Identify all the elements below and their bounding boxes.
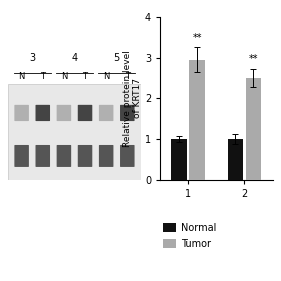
Text: N: N <box>19 72 25 81</box>
FancyBboxPatch shape <box>57 145 71 167</box>
Text: 3: 3 <box>29 53 35 63</box>
FancyBboxPatch shape <box>35 145 50 167</box>
FancyBboxPatch shape <box>120 145 135 167</box>
Bar <box>228 139 243 180</box>
FancyBboxPatch shape <box>99 105 114 121</box>
Text: T: T <box>83 72 87 81</box>
Text: N: N <box>61 72 67 81</box>
Bar <box>171 139 187 180</box>
Text: N: N <box>103 72 109 81</box>
Bar <box>246 78 261 180</box>
FancyBboxPatch shape <box>120 105 135 121</box>
FancyBboxPatch shape <box>57 105 71 121</box>
FancyBboxPatch shape <box>14 105 29 121</box>
Text: T: T <box>40 72 45 81</box>
FancyBboxPatch shape <box>78 145 92 167</box>
Y-axis label: Relative protein level
of KRT17: Relative protein level of KRT17 <box>123 50 142 147</box>
Text: **: ** <box>192 33 202 42</box>
Bar <box>189 60 205 180</box>
Text: 5: 5 <box>114 53 120 63</box>
Legend: Normal, Tumor: Normal, Tumor <box>159 219 221 253</box>
Text: T: T <box>125 72 130 81</box>
Text: **: ** <box>249 54 258 64</box>
FancyBboxPatch shape <box>99 145 114 167</box>
Text: 4: 4 <box>71 53 78 63</box>
FancyBboxPatch shape <box>78 105 92 121</box>
FancyBboxPatch shape <box>14 145 29 167</box>
FancyBboxPatch shape <box>35 105 50 121</box>
